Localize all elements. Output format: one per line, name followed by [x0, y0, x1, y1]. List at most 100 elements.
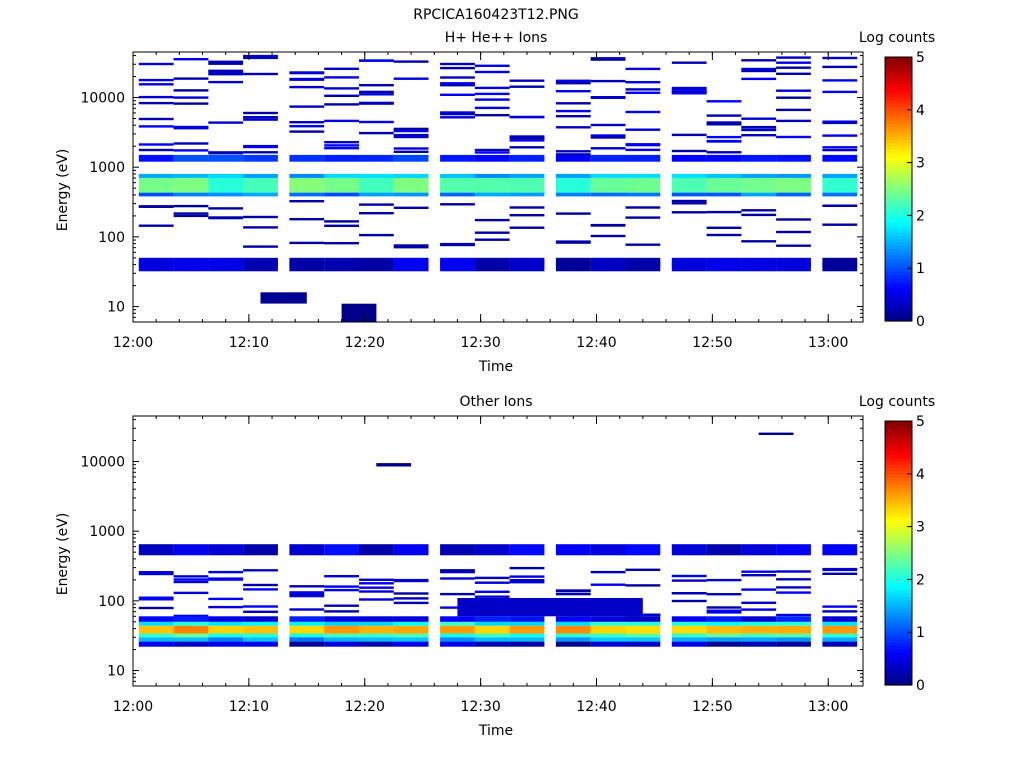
colorbar-segment [885, 586, 912, 590]
spectrogram-dash [289, 594, 325, 598]
spectrogram-dash [509, 566, 545, 570]
spectrogram-dash [776, 61, 811, 64]
spectrogram-cell [208, 621, 244, 626]
spectrogram-cell [243, 177, 278, 194]
spectrogram-cell [590, 641, 626, 647]
colorbar-segment [885, 612, 912, 617]
spectrogram-dash [324, 147, 359, 150]
spectrogram-cell [173, 637, 209, 642]
colorbar-tick-label: 3 [916, 520, 925, 536]
spectrogram-dash [776, 230, 811, 234]
x-tick-label: 12:50 [692, 699, 732, 715]
spectrogram-cell [138, 177, 174, 194]
spectrogram-cell [590, 625, 626, 634]
spectrogram-dash [440, 569, 475, 572]
spectrogram-dash [741, 59, 777, 62]
spectrogram-cell [289, 192, 325, 197]
spectrogram-dash [138, 606, 174, 610]
colorbar-segment [885, 589, 912, 594]
colorbar-segment [885, 622, 912, 627]
colorbar-segment [885, 73, 912, 78]
colorbar-segment [885, 576, 912, 580]
spectrogram-dash [208, 570, 244, 574]
spectrogram-dash [474, 590, 510, 593]
spectrogram-dash [741, 117, 777, 120]
spectrogram-dash [208, 597, 244, 601]
spectrogram-dash [289, 585, 325, 588]
spectrogram-dash [671, 133, 707, 137]
colorbar-segment [885, 231, 912, 236]
y-tick-label: 10000 [80, 455, 125, 471]
colorbar-frame [884, 56, 913, 322]
colorbar-segment [885, 274, 912, 279]
spectrogram-cells [138, 432, 858, 647]
spectrogram-dash [289, 77, 325, 81]
spectrogram-cell [376, 463, 412, 467]
spectrogram-dash [359, 598, 394, 601]
x-tick-label: 13:00 [808, 335, 848, 351]
colorbar-segment [885, 132, 912, 137]
colorbar-segment [885, 510, 912, 514]
spectrogram-cell [393, 621, 429, 626]
spectrogram-cell [359, 641, 394, 647]
spectrogram-cell [208, 637, 244, 642]
spectrogram-cell [509, 173, 545, 178]
spectrogram-dash [243, 215, 278, 219]
spectrogram-dash [208, 60, 244, 63]
spectrogram-dash [138, 571, 174, 574]
spectrogram-cell [741, 625, 777, 634]
colorbar-segment [885, 106, 912, 111]
spectrogram-cell [359, 544, 394, 556]
spectrogram-cell [509, 616, 545, 622]
colorbar-segment [885, 136, 912, 141]
colorbar-segment [885, 421, 912, 425]
x-tick-label: 12:30 [460, 699, 500, 715]
spectrogram-cell [741, 154, 777, 162]
colorbar-segment [885, 149, 912, 154]
colorbar-segment [885, 205, 912, 210]
colorbar-segment [885, 241, 912, 246]
colorbar-segment [885, 447, 912, 452]
colorbar-segment [885, 430, 912, 435]
spectrogram-dash [555, 153, 591, 156]
colorbar-segment [885, 506, 912, 511]
spectrogram-cell [208, 192, 244, 197]
spectrogram-cell [555, 633, 591, 638]
spectrogram-dash [173, 204, 209, 208]
spectrogram-dash [590, 224, 626, 227]
y-tick-label: 10 [107, 300, 125, 316]
colorbar-segment [885, 218, 912, 223]
spectrogram-cell [509, 633, 545, 638]
spectrogram-cell [625, 616, 661, 622]
spectrogram-cell [671, 154, 707, 162]
colorbar-segment [885, 255, 912, 259]
colorbar-segment [885, 152, 912, 157]
spectrogram-dash [776, 72, 811, 75]
colorbar-segment [885, 314, 912, 319]
spectrogram-cell [324, 616, 359, 622]
plot-frame [132, 51, 864, 323]
colorbar-segment [885, 93, 912, 98]
colorbar-segment [885, 566, 912, 571]
colorbar-segment [885, 317, 912, 322]
colorbar-segment [885, 424, 912, 429]
x-tick-label: 12:20 [345, 699, 385, 715]
colorbar-segment [885, 655, 912, 660]
spectrogram-dash [359, 131, 394, 135]
spectrogram-cell [289, 633, 325, 638]
spectrogram-dash [324, 575, 359, 578]
spectrogram-dash [173, 89, 209, 92]
spectrogram-dash [289, 593, 325, 596]
colorbar-segment [885, 460, 912, 465]
spectrogram-dash [173, 212, 209, 215]
spectrogram-dash [173, 77, 209, 80]
spectrogram-dash [359, 582, 394, 585]
spectrogram-dash [590, 57, 626, 60]
spectrogram-dash [625, 67, 661, 71]
spectrogram-dash [359, 586, 394, 589]
spectrogram-cell [474, 544, 510, 556]
colorbar-segment [885, 146, 912, 150]
spectrogram-dash [671, 61, 707, 64]
spectrogram-cell [671, 633, 707, 638]
